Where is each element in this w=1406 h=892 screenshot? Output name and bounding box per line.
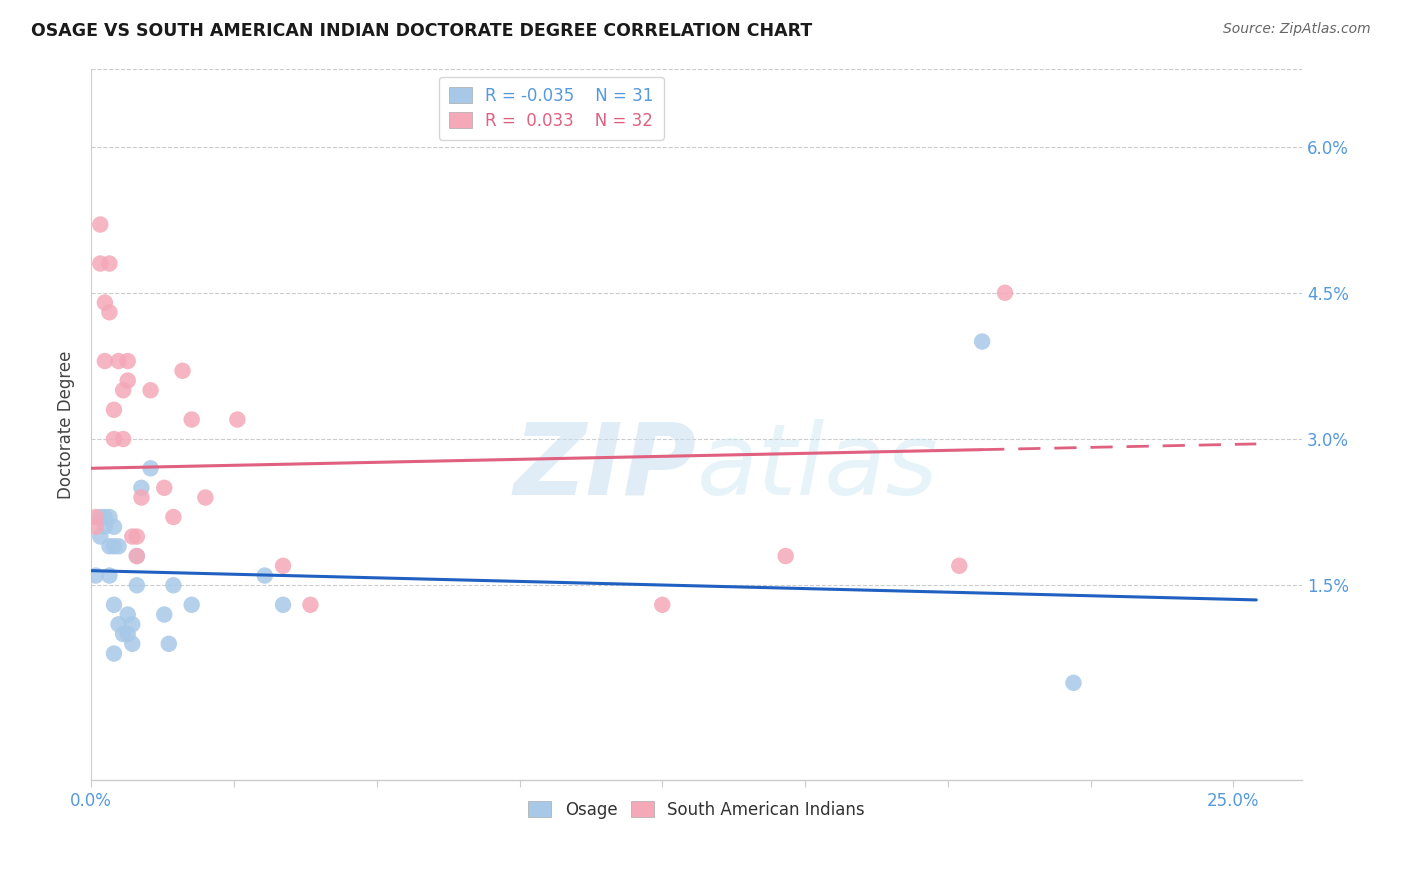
Point [253,568,276,582]
Point [103,520,125,534]
Point [125,530,148,544]
Point [98,305,121,319]
Point [131,491,153,505]
Point [125,549,148,563]
Point [948,558,970,573]
Point [103,598,125,612]
Point [194,491,217,505]
Point [98,510,121,524]
Point [89,256,111,270]
Point [139,461,162,475]
Point [94,354,117,368]
Point [139,384,162,398]
Y-axis label: Doctorate Degree: Doctorate Degree [58,351,75,499]
Point [125,549,148,563]
Point [103,432,125,446]
Point [112,627,135,641]
Point [89,530,111,544]
Point [112,432,135,446]
Point [651,598,673,612]
Point [94,510,117,524]
Point [107,617,129,632]
Text: ZIP: ZIP [513,418,696,516]
Point [107,539,129,553]
Point [972,334,994,349]
Point [121,530,143,544]
Point [153,607,176,622]
Point [162,510,184,524]
Point [103,647,125,661]
Point [121,617,143,632]
Point [121,637,143,651]
Point [125,578,148,592]
Point [98,568,121,582]
Point [98,539,121,553]
Point [775,549,797,563]
Point [117,627,139,641]
Point [112,384,135,398]
Legend: Osage, South American Indians: Osage, South American Indians [522,794,872,825]
Point [1063,675,1085,690]
Text: atlas: atlas [696,418,938,516]
Point [180,598,202,612]
Point [117,354,139,368]
Point [89,510,111,524]
Point [84,568,107,582]
Point [162,578,184,592]
Point [98,256,121,270]
Text: Source: ZipAtlas.com: Source: ZipAtlas.com [1223,22,1371,37]
Text: OSAGE VS SOUTH AMERICAN INDIAN DOCTORATE DEGREE CORRELATION CHART: OSAGE VS SOUTH AMERICAN INDIAN DOCTORATE… [31,22,813,40]
Point [299,598,322,612]
Point [89,218,111,232]
Point [84,510,107,524]
Point [157,637,180,651]
Point [117,607,139,622]
Point [180,412,202,426]
Point [153,481,176,495]
Point [94,520,117,534]
Point [107,354,129,368]
Point [103,539,125,553]
Point [84,520,107,534]
Point [271,558,294,573]
Point [131,481,153,495]
Point [172,364,194,378]
Point [117,374,139,388]
Point [226,412,249,426]
Point [94,295,117,310]
Point [271,598,294,612]
Point [103,402,125,417]
Point [994,285,1017,300]
